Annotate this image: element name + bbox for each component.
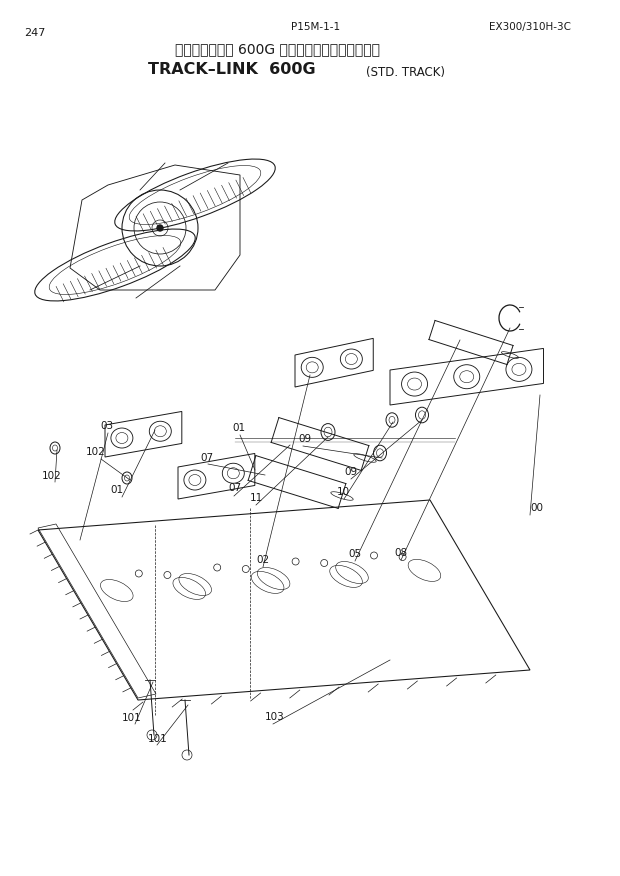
Text: 09: 09: [344, 467, 357, 477]
Text: 101: 101: [122, 713, 142, 723]
Text: 247: 247: [24, 28, 45, 38]
Text: 07: 07: [228, 483, 241, 493]
Text: 01: 01: [232, 423, 245, 433]
Text: 00: 00: [530, 503, 543, 513]
Text: 09: 09: [298, 434, 311, 444]
Text: TRACK–LINK  600G: TRACK–LINK 600G: [148, 62, 316, 77]
Circle shape: [157, 225, 163, 231]
Text: 102: 102: [42, 471, 62, 481]
Text: 101: 101: [148, 734, 168, 744]
Text: 05: 05: [348, 549, 361, 559]
Text: 03: 03: [100, 421, 113, 431]
Text: EX300/310H-3C: EX300/310H-3C: [489, 22, 571, 32]
Text: 102: 102: [86, 447, 106, 457]
Text: トラックリンク 600G （スタンダードトラック）: トラックリンク 600G （スタンダードトラック）: [175, 42, 380, 56]
Text: 01: 01: [110, 485, 123, 495]
Text: 07: 07: [200, 453, 213, 463]
Text: 02: 02: [256, 555, 269, 565]
Text: (STD. TRACK): (STD. TRACK): [366, 66, 445, 79]
Text: P15M-1-1: P15M-1-1: [291, 22, 340, 32]
Text: 103: 103: [265, 712, 285, 722]
Text: 08: 08: [394, 548, 407, 558]
Text: 10: 10: [337, 487, 350, 497]
Text: 11: 11: [250, 493, 264, 503]
